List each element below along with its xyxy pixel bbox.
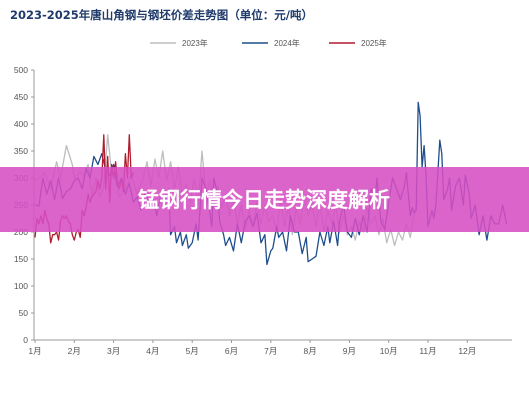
y-tick-label: 50: [19, 308, 29, 318]
x-tick-label: 11月: [419, 346, 436, 356]
x-tick-label: 5月: [186, 346, 199, 356]
banner-text: 锰钢行情今日走势深度解析: [138, 188, 390, 212]
legend-label-2025年: 2025年: [361, 38, 387, 48]
x-tick-label: 9月: [343, 346, 356, 356]
x-tick-label: 1月: [28, 346, 41, 356]
legend-label-2024年: 2024年: [274, 38, 300, 48]
x-tick-label: 10月: [380, 346, 398, 356]
x-tick-label: 6月: [225, 346, 238, 356]
banner-background: [0, 167, 529, 232]
y-tick-label: 100: [14, 281, 28, 291]
x-tick-label: 4月: [146, 346, 159, 356]
x-tick-label: 3月: [107, 346, 120, 356]
chart-title: 2023-2025年唐山角钢与钢坯价差走势图（单位：元/吨）: [10, 8, 313, 22]
x-tick-label: 8月: [303, 346, 316, 356]
title-banner: 锰钢行情今日走势深度解析: [0, 167, 529, 232]
y-tick-label: 500: [14, 65, 28, 75]
x-tick-label: 2月: [68, 346, 81, 356]
chart-legend: 2023年 2024年 2025年: [150, 38, 387, 48]
y-tick-label: 0: [23, 335, 28, 345]
y-tick-label: 450: [14, 92, 28, 102]
y-tick-label: 150: [14, 254, 28, 264]
x-tick-label: 12月: [458, 346, 476, 356]
y-tick-label: 400: [14, 119, 28, 129]
x-tick-label: 7月: [264, 346, 277, 356]
legend-label-2023年: 2023年: [182, 38, 208, 48]
y-tick-label: 350: [14, 146, 28, 156]
